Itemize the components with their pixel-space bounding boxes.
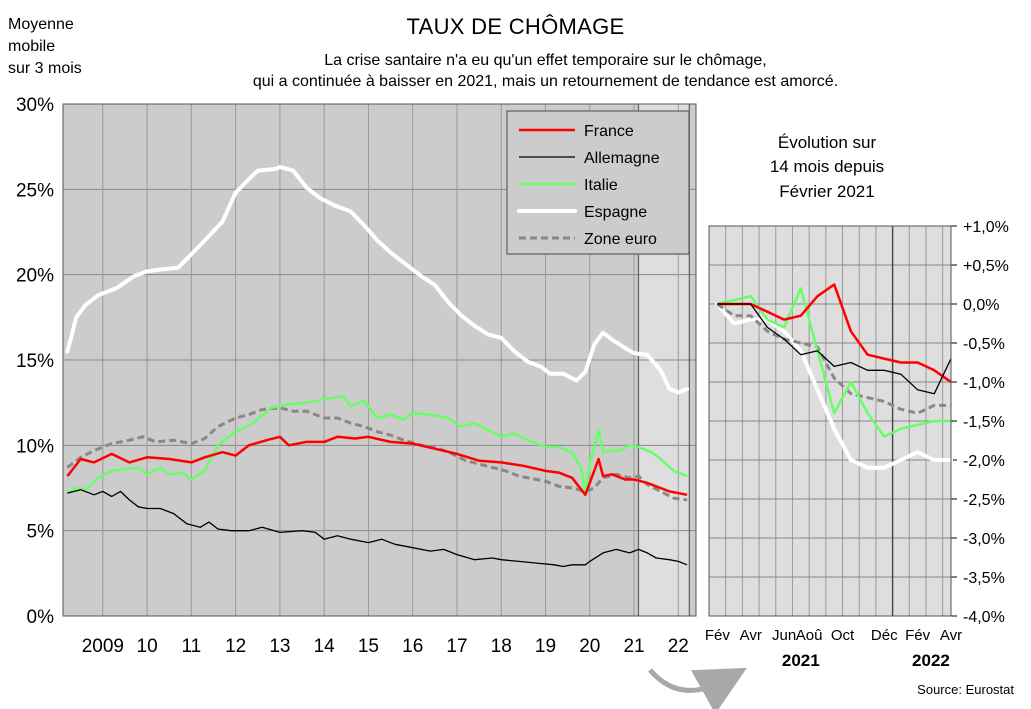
inset-x-tick-label: Aoû (796, 627, 823, 644)
inset-title-line: 14 mois depuis (770, 157, 884, 176)
series-line-zone-euro (716, 302, 951, 415)
chart-title: TAUX DE CHÔMAGE (406, 14, 625, 39)
y-tick-label: 10% (16, 436, 54, 457)
inset-y-tick-label: 0,0% (963, 297, 999, 314)
series-line-france (717, 283, 952, 384)
inset-title: Évolution sur 14 mois depuis Février 202… (770, 133, 884, 201)
x-tick-label: 22 (668, 636, 689, 657)
x-tick-label: 10 (137, 636, 158, 657)
x-tick-label: 20 (579, 636, 600, 657)
inset-chart: -4,0% -3,5% -3,0% -2,5% -2,0% -1,5% -1,0% -0,5%… (705, 219, 1009, 670)
legend-label: Zone euro (584, 231, 657, 248)
legend-box (506, 110, 690, 255)
chart-subtitle-line: qui a continuée à baisser en 2021, mais … (252, 73, 839, 90)
series-line-france (66, 435, 688, 497)
series-line-zone-euro (66, 406, 688, 502)
inset-title-line: Février 2021 (779, 182, 874, 201)
y-tick-label: 0% (27, 607, 55, 628)
series-line-italie (717, 287, 951, 438)
inset-x-tick-label: Déc (871, 627, 898, 644)
legend-label: Allemagne (584, 150, 660, 167)
series-line-allemagne (67, 489, 688, 568)
x-tick-label: 12 (225, 636, 246, 657)
corner-label-line: mobile (8, 38, 56, 55)
inset-y-tick-label: -4,0% (963, 609, 1005, 626)
series-line-italie (66, 394, 688, 495)
y-tick-label: 30% (16, 95, 54, 116)
x-tick-label: 17 (446, 636, 467, 657)
series-line-espagne (65, 165, 690, 395)
inset-y-tick-label: -2,5% (963, 492, 1005, 509)
x-tick-label: 16 (402, 636, 423, 657)
inset-year-label: 2021 (782, 651, 820, 670)
inset-x-tick-label: Jun (772, 627, 796, 644)
inset-x-tick-label: Fév (905, 627, 931, 644)
inset-x-tick-label: Fév (705, 627, 731, 644)
plot-border (62, 103, 697, 617)
legend: France Allemagne Italie Espagne Zone euro (506, 110, 690, 255)
inset-y-tick-label: +1,0% (963, 219, 1009, 236)
legend-label: Espagne (584, 204, 647, 221)
x-tick-label: 13 (269, 636, 290, 657)
transition-arrow-icon (648, 667, 747, 709)
legend-label: Italie (584, 177, 618, 194)
x-tick-label: 14 (314, 636, 336, 657)
inset-y-tick-label: -3,0% (963, 531, 1005, 548)
y-tick-label: 15% (16, 351, 54, 372)
main-chart: 0% 5% 10% 15% 20% 25% 30% 2009 10 11 12 13 14 15 16 17 1… (16, 95, 697, 657)
legend-label: France (584, 123, 634, 140)
inset-y-tick-label: -2,0% (963, 453, 1005, 470)
series-line-allemagne (717, 303, 952, 395)
y-tick-label: 20% (16, 266, 54, 287)
inset-y-tick-label: -1,5% (963, 414, 1005, 431)
inset-year-label: 2022 (912, 651, 950, 670)
x-tick-label: 19 (535, 636, 556, 657)
inset-title-line: Évolution sur (778, 133, 877, 152)
x-tick-label: 11 (182, 636, 202, 657)
x-tick-label: 2009 (82, 636, 124, 657)
x-tick-label: 21 (623, 636, 644, 657)
x-tick-label: 15 (358, 636, 379, 657)
chart-subtitle-line: La crise santaire n'a eu qu'un effet tem… (324, 52, 767, 69)
inset-x-tick-label: Oct (831, 627, 855, 644)
inset-x-tick-label: Avr (740, 627, 762, 644)
inset-y-tick-label: -0,5% (963, 336, 1005, 353)
y-tick-label: 25% (16, 180, 54, 201)
corner-label-line: Moyenne (8, 16, 74, 33)
y-tick-label: 5% (27, 522, 55, 543)
x-tick-label: 18 (491, 636, 512, 657)
inset-x-tick-label: Avr (940, 627, 962, 644)
chart-subtitle: La crise santaire n'a eu qu'un effet tem… (30, 50, 1031, 92)
inset-y-tick-label: +0,5% (963, 258, 1009, 275)
series-line-espagne (715, 302, 953, 470)
inset-y-tick-label: -1,0% (963, 375, 1005, 392)
corner-label: Moyenne mobile sur 3 mois (8, 14, 82, 80)
inset-plot-border (708, 225, 952, 617)
corner-label-line: sur 3 mois (8, 60, 82, 77)
source-note: Source: Eurostat (917, 682, 1014, 697)
inset-y-tick-label: -3,5% (963, 570, 1005, 587)
